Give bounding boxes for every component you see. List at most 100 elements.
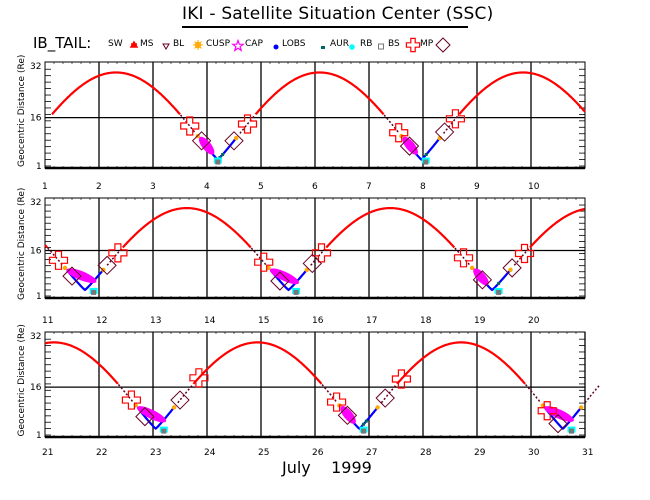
- aur-marker: [497, 281, 501, 285]
- x-tick-label: 4: [204, 182, 210, 192]
- x-tick-label: 26: [312, 448, 324, 458]
- y-axis-label: Geocentric Distance (Re): [17, 55, 27, 167]
- cap-region: [66, 268, 97, 284]
- legend-label-cusp: CUSP: [206, 39, 231, 49]
- x-tick-label: 9: [474, 182, 480, 192]
- legend-symbol-ms: [129, 40, 139, 48]
- bs-diamond-marker: [502, 258, 522, 278]
- x-tick-label: 16: [312, 316, 324, 326]
- legend-label-lobs: LOBS: [282, 39, 306, 49]
- bs-diamond-marker: [337, 405, 358, 426]
- legend-symbol-mp: [405, 37, 421, 53]
- aur-marker: [424, 153, 428, 157]
- x-tick-label: 27: [366, 448, 377, 458]
- title-underline: [182, 26, 468, 28]
- y-tick-label: 16: [30, 247, 42, 257]
- cusp-marker: [233, 135, 239, 141]
- y-tick-label: 1: [36, 162, 42, 172]
- panel-2: 11 12 13 14 15 16 17 18 19 20 32 16 1 Geocentric Dist…: [17, 188, 586, 326]
- bs-marker: [361, 428, 367, 434]
- bs-diamond-marker: [434, 122, 455, 142]
- x-tick-label: 10: [528, 182, 540, 192]
- month-label: July: [282, 458, 311, 477]
- bl-orbit-segment: [442, 114, 460, 134]
- x-tick-label: 11: [42, 316, 53, 326]
- legend-label-sw: SW: [108, 39, 123, 49]
- x-tick-label: 30: [528, 448, 540, 458]
- y-tick-label: 32: [30, 198, 41, 208]
- legend-symbol-bl: [162, 43, 170, 50]
- mp-crossing-marker: [311, 243, 332, 263]
- cusp-marker: [266, 265, 271, 271]
- panel-3: 21 22 23 24 25 26 27 28 29 30 31 32 16 1 Geocentric Di…: [17, 324, 601, 458]
- legend-symbol-aur: [321, 46, 325, 49]
- mp-crossing-marker: [453, 248, 474, 268]
- ms-orbit-segment: [44, 341, 119, 385]
- panel-1: 1 2 3 4 5 6 7 8 9 10 32 16 1 Geocentric Distance (Re): [17, 55, 586, 192]
- bs-diamond-marker: [224, 131, 244, 151]
- mp-crossing-marker: [237, 114, 258, 134]
- x-tick-label: 14: [204, 316, 216, 326]
- ms-orbit-segment: [121, 207, 252, 249]
- bs-diamond-marker: [191, 131, 212, 151]
- legend-label-bs: BS: [388, 39, 400, 49]
- bs-diamond-marker: [270, 271, 290, 291]
- cusp-marker: [375, 405, 380, 410]
- cap-region: [544, 406, 574, 422]
- legend-label-aur: AUR: [330, 39, 349, 49]
- ms-orbit-segment: [529, 207, 585, 249]
- aur-marker: [218, 155, 222, 159]
- legend-symbol-mp2: [435, 37, 451, 53]
- bs-diamond-marker: [135, 406, 155, 427]
- x-tick-label: 22: [96, 448, 107, 458]
- x-tick-label: 18: [420, 316, 432, 326]
- aur-marker: [221, 153, 225, 157]
- ms-orbit-segment: [51, 71, 181, 116]
- aur-marker: [364, 419, 368, 423]
- bs-diamond-marker: [62, 266, 82, 286]
- legend-symbol-cusp-rays: [193, 40, 203, 50]
- x-tick-label: 24: [204, 448, 216, 458]
- year-label: 1999: [331, 458, 372, 477]
- satellite-name: IB_TAIL:: [33, 34, 91, 53]
- mp-crossing-marker: [445, 109, 465, 129]
- cusp-marker: [101, 267, 106, 272]
- x-tick-label: 8: [420, 182, 426, 192]
- bl-orbit-segment: [584, 384, 601, 404]
- y-tick-label: 32: [30, 332, 41, 342]
- legend-symbol-cap: [231, 38, 245, 52]
- y-axis-label: Geocentric Distance (Re): [17, 324, 27, 436]
- x-tick-label: 6: [312, 182, 318, 192]
- bs-diamond-marker: [302, 253, 323, 274]
- legend-label-rb: RB: [360, 39, 372, 49]
- bs-marker: [215, 159, 221, 165]
- legend-symbol-rb: [349, 44, 355, 50]
- x-tick-label: 12: [96, 316, 107, 326]
- legend-label-mp: MP: [420, 39, 434, 49]
- x-tick-label: 28: [420, 448, 432, 458]
- x-tick-label: 29: [474, 448, 486, 458]
- mp-crossing-marker: [389, 123, 409, 143]
- mp-crossing-marker: [327, 392, 347, 412]
- cap-region: [198, 136, 215, 155]
- lobs-orbit-segment: [93, 269, 104, 282]
- y-axis-label: Geocentric Distance (Re): [17, 188, 27, 300]
- ms-orbit-segment: [44, 244, 48, 249]
- x-tick-label: 31: [582, 448, 593, 458]
- x-tick-label: 23: [150, 448, 161, 458]
- bs-diamond-marker: [170, 390, 190, 410]
- y-tick-label: 1: [36, 292, 42, 302]
- ms-orbit-segment: [396, 341, 526, 385]
- y-tick-label: 1: [36, 431, 42, 441]
- x-tick-label: 3: [150, 182, 156, 192]
- bl-orbit-segment: [380, 384, 398, 404]
- cusp-marker: [469, 265, 475, 271]
- bs-marker: [161, 428, 167, 434]
- mp-crossing-marker: [514, 243, 535, 264]
- bl-orbit-segment: [177, 383, 194, 404]
- page-title: IKI - Satellite Situation Center (SSC): [182, 4, 494, 24]
- lobs-orbit-segment: [570, 407, 582, 420]
- x-tick-label: 7: [366, 182, 372, 192]
- x-tick-label: 1: [42, 182, 48, 192]
